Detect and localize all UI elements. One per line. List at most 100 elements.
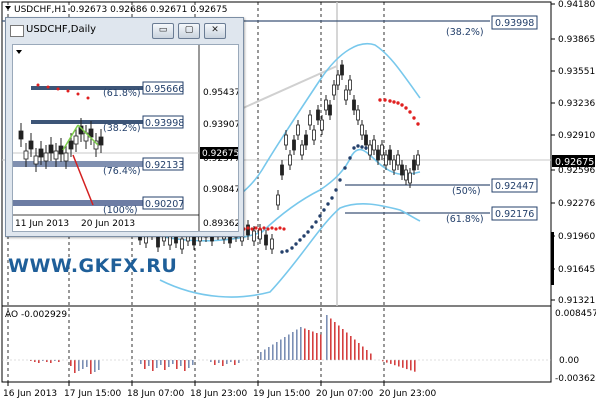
ao-bar: [338, 325, 340, 360]
ao-bar: [402, 360, 404, 368]
maximize-button[interactable]: ▢: [178, 23, 200, 39]
ao-bar: [316, 333, 318, 360]
candle-body: [404, 169, 408, 181]
ao-bar: [410, 360, 412, 371]
candle-body: [340, 64, 344, 76]
sar-dot-bull: [364, 146, 368, 150]
candle-body: [312, 129, 316, 141]
ao-bar: [326, 315, 328, 360]
ao-histogram: [30, 315, 416, 374]
price-tick-label: 0.92910: [558, 131, 595, 141]
candle-body: [328, 104, 332, 116]
sar-dot-bull: [326, 202, 330, 206]
fibo-50-pct: (50%): [452, 186, 481, 197]
inset-candle-body: [43, 152, 49, 162]
candle-body: [320, 119, 324, 131]
inset-candle-body: [98, 136, 104, 146]
inset-candle-body: [33, 155, 39, 165]
time-tick-label: 17 Jun 15:00: [64, 389, 121, 399]
sar-dot-bear: [266, 227, 270, 231]
fibo-618-pct: (61.8%): [446, 214, 484, 225]
candle-body: [408, 172, 412, 184]
inset-candle-body: [38, 148, 44, 158]
sar-dot-bull: [314, 220, 318, 224]
candle-body: [364, 134, 368, 146]
sar-dot-bull: [352, 146, 356, 150]
sar-dot-bear: [278, 226, 282, 230]
inset-current-price: 0.92675: [202, 149, 238, 159]
time-tick-label: 20 Jun 07:00: [316, 389, 373, 399]
inset-fibo-764-price: 0.92133: [145, 160, 184, 171]
ao-bar: [268, 347, 270, 360]
inset-candle-body: [28, 140, 34, 150]
candle-body: [308, 114, 312, 126]
ao-bar: [370, 353, 372, 360]
ao-bar: [180, 360, 182, 366]
inset-chart-area: (61.8%) 0.95666 (38.2%) 0.93998 (76.4%) …: [12, 44, 240, 232]
fibo-50-price: 0.92447: [495, 181, 534, 192]
window-icon: [10, 25, 24, 37]
inset-title: USDCHF,Daily: [26, 24, 97, 35]
ao-bar: [34, 360, 36, 362]
close-button[interactable]: ✕: [204, 23, 226, 39]
ao-bar: [398, 360, 400, 367]
sar-dot-bull: [338, 178, 342, 182]
inset-window-daily[interactable]: USDCHF,Daily ▭ ▢ ✕ (61.8%) 0.95666 (38.2…: [5, 17, 244, 237]
inset-sar-dot: [86, 96, 90, 100]
fibo-382-price: 0.93998: [495, 18, 534, 29]
ao-tick-zero: 0.00: [559, 356, 579, 366]
ao-bar: [78, 360, 80, 371]
ao-bar: [94, 360, 96, 372]
ao-bar: [354, 339, 356, 360]
candle-body: [316, 109, 320, 121]
ao-bar: [70, 360, 72, 366]
ao-bar: [296, 329, 298, 360]
sar-dot-bear: [408, 110, 412, 114]
time-tick-label: 16 Jun 2013: [3, 389, 57, 399]
fibo-50-box: [491, 178, 538, 193]
ao-bar: [342, 329, 344, 360]
trend-line: [231, 65, 338, 114]
candle-body: [304, 134, 308, 146]
candle-body: [264, 234, 268, 246]
sar-dot-bull: [294, 242, 298, 246]
price-tick-label: 0.91645: [558, 265, 595, 275]
sar-dot-bull: [330, 196, 334, 200]
inset-green-line-1: [62, 124, 79, 151]
inset-chart: (61.8%) 0.95666 (38.2%) 0.93998 (76.4%) …: [13, 45, 240, 231]
price-tick-label: 0.94180: [558, 0, 595, 10]
inset-tick-0: 0.95437: [203, 88, 238, 98]
inset-current-box: [200, 147, 238, 159]
candle-body: [246, 224, 250, 236]
ao-bar: [272, 344, 274, 360]
ao-bar: [218, 360, 220, 363]
candle-body: [396, 154, 400, 166]
current-price: 0.92675: [555, 157, 594, 168]
inset-fibo-382-pct: (38.2%): [103, 123, 141, 134]
price-tick-label: 0.91960: [558, 232, 595, 242]
minimize-button[interactable]: ▭: [152, 23, 174, 39]
sar-dot-bear: [246, 226, 250, 230]
inset-candles: [18, 118, 104, 172]
inset-fibo-764-box: [142, 157, 184, 171]
candle-body: [388, 149, 392, 161]
inset-candle-body: [68, 140, 74, 150]
ao-bar: [292, 332, 294, 360]
ao-bar: [330, 318, 332, 360]
inset-fibo-100-price: 0.90207: [145, 199, 184, 210]
ao-bar: [334, 322, 336, 360]
price-tick-label: 0.93865: [558, 35, 595, 45]
ao-bar: [222, 360, 224, 366]
sar-dot-bear: [250, 227, 254, 231]
candle-body: [360, 124, 364, 136]
ao-bar: [386, 360, 388, 363]
sar-dot-bull: [310, 225, 314, 229]
inset-fibo-618-box: [142, 81, 184, 95]
sar-dot-bear: [404, 106, 408, 110]
sar-dot-bear: [274, 227, 278, 231]
ao-bar: [280, 339, 282, 360]
candle-body: [416, 154, 420, 166]
ao-bar: [46, 360, 48, 362]
sar-dot-bear: [378, 98, 382, 102]
